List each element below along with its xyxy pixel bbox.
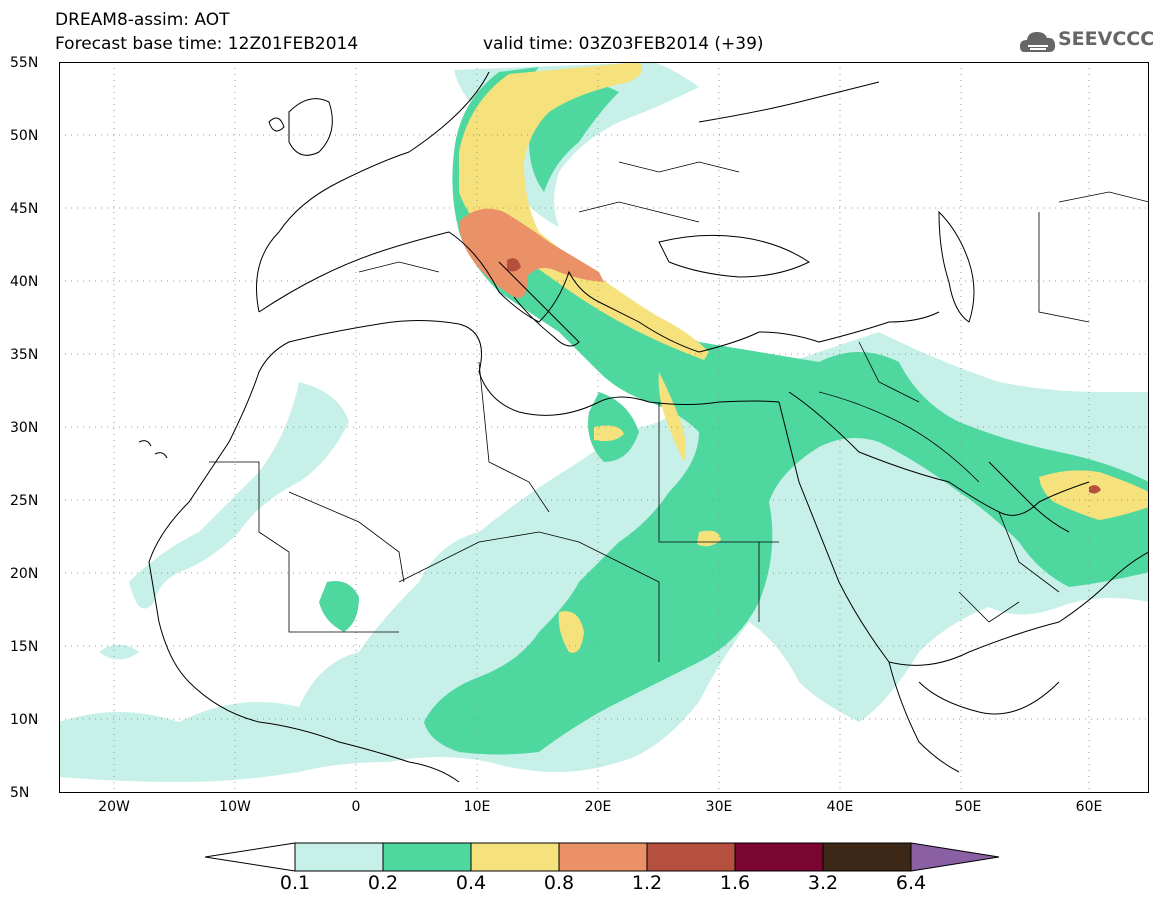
logo-text: SEEVCCC xyxy=(1058,28,1155,50)
colorbar-swatch xyxy=(470,842,560,872)
colorbar-swatch xyxy=(558,842,648,872)
colorbar-label: 1.6 xyxy=(719,872,751,894)
lon-label: 20W xyxy=(98,799,130,815)
colorbar-label: 0.4 xyxy=(455,872,487,894)
aot-map xyxy=(59,62,1149,793)
map-title: DREAM8-assim: AOT xyxy=(55,10,230,30)
colorbar-label: 0.1 xyxy=(279,872,311,894)
lat-label: 5N xyxy=(10,785,30,801)
lon-label: 20E xyxy=(584,799,612,815)
colorbar xyxy=(205,842,1000,872)
colorbar-swatch xyxy=(646,842,736,872)
lon-label: 50E xyxy=(954,799,982,815)
lat-label: 10N xyxy=(10,712,39,728)
lat-label: 45N xyxy=(10,201,39,217)
lon-label: 60E xyxy=(1075,799,1103,815)
lon-label: 30E xyxy=(705,799,733,815)
lat-label: 20N xyxy=(10,566,39,582)
lon-label: 10E xyxy=(463,799,491,815)
lon-label: 10W xyxy=(219,799,251,815)
colorbar-label: 6.4 xyxy=(895,872,927,894)
valid-time: valid time: 03Z03FEB2014 (+39) xyxy=(483,34,764,54)
colorbar-label: 0.2 xyxy=(367,872,399,894)
borders xyxy=(209,161,1149,662)
lat-label: 40N xyxy=(10,274,39,290)
colorbar-label: 1.2 xyxy=(631,872,663,894)
lon-label: 40E xyxy=(826,799,854,815)
colorbar-swatch xyxy=(734,842,824,872)
colorbar-label: 3.2 xyxy=(807,872,839,894)
coastlines xyxy=(138,71,1149,783)
colorbar-swatch xyxy=(822,842,912,872)
base-time: Forecast base time: 12Z01FEB2014 xyxy=(55,34,359,54)
lat-label: 15N xyxy=(10,639,39,655)
colorbar-swatch xyxy=(382,842,472,872)
cloud-icon xyxy=(1020,32,1056,52)
colorbar-label: 0.8 xyxy=(543,872,575,894)
colorbar-swatch xyxy=(294,842,384,872)
aot-field-veryhigh xyxy=(459,208,604,298)
lat-label: 50N xyxy=(10,128,39,144)
lat-label: 30N xyxy=(10,420,39,436)
lat-label: 25N xyxy=(10,493,39,509)
colorbar-arrow-low xyxy=(205,842,296,872)
aot-field-extreme xyxy=(507,258,1101,494)
colorbar-arrow-high xyxy=(910,842,1000,872)
lat-label: 35N xyxy=(10,347,39,363)
lon-label: 0 xyxy=(351,799,361,815)
lat-label: 55N xyxy=(10,55,39,71)
